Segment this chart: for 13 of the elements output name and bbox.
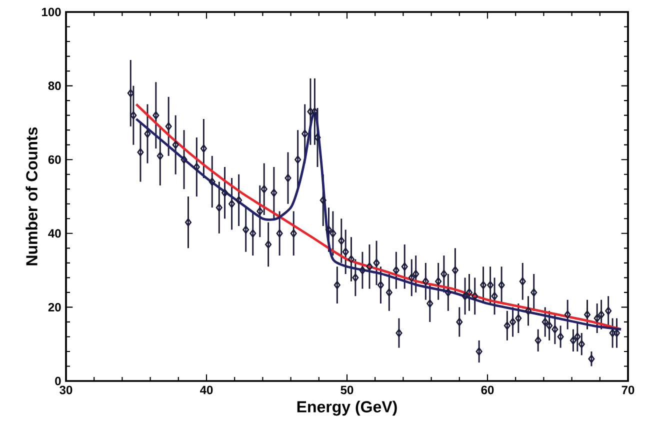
x-tick-label: 30 [60, 386, 72, 394]
y-tick-label: 0 [55, 376, 61, 386]
y-tick-label: 100 [42, 8, 61, 16]
x-tick-label: 40 [200, 386, 213, 394]
y-tick-label: 20 [48, 302, 61, 312]
y-tick-label: 60 [48, 155, 61, 164]
x-tick-label: 50 [340, 386, 354, 394]
y-tick-label: 80 [48, 82, 61, 90]
x-tick-label: 70 [622, 386, 634, 394]
y-axis-title: Number of Counts [26, 127, 38, 266]
x-axis-title: Energy (GeV) [297, 400, 397, 416]
x-tick-label: 60 [481, 386, 494, 394]
y-tick-label: 40 [48, 229, 61, 238]
